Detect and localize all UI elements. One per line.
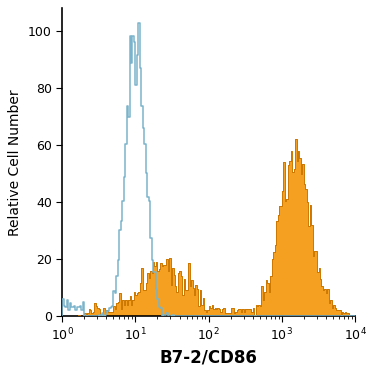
Polygon shape [62,140,355,316]
Y-axis label: Relative Cell Number: Relative Cell Number [8,89,22,236]
X-axis label: B7-2/CD86: B7-2/CD86 [160,349,258,367]
